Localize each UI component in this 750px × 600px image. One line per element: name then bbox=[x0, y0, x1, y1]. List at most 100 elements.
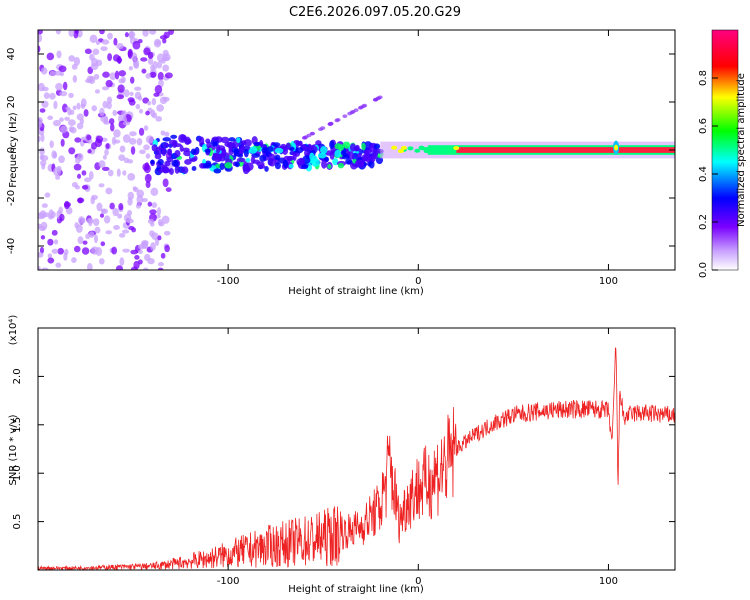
heatmap-cell bbox=[131, 227, 137, 233]
heatmap-cell bbox=[164, 131, 170, 137]
heatmap-cell bbox=[163, 230, 171, 236]
heatmap-cell bbox=[107, 53, 113, 62]
carrier-core bbox=[456, 147, 675, 153]
heatmap-cell bbox=[164, 142, 170, 148]
heatmap-cell bbox=[118, 203, 124, 211]
heatmap-cell bbox=[166, 156, 174, 163]
heatmap-cell bbox=[162, 178, 169, 188]
heatmap-cell bbox=[158, 221, 165, 227]
heatmap-cell bbox=[296, 141, 303, 146]
heatmap-cell bbox=[419, 146, 426, 151]
heatmap-cell bbox=[129, 91, 134, 97]
heatmap-cell bbox=[68, 92, 74, 98]
heatmap-cell bbox=[86, 134, 92, 141]
heatmap-cell bbox=[58, 155, 65, 164]
heatmap-cell bbox=[86, 75, 94, 83]
heatmap-cell bbox=[332, 157, 339, 166]
heatmap-cell bbox=[400, 145, 407, 150]
heatmap-cell bbox=[295, 147, 304, 154]
heatmap-cell bbox=[81, 184, 89, 190]
heatmap-cell bbox=[317, 152, 327, 159]
heatmap-cell bbox=[329, 140, 335, 149]
heatmap-cell bbox=[127, 172, 136, 181]
heatmap-cell bbox=[133, 62, 139, 69]
heatmap-cell bbox=[121, 110, 127, 118]
heatmap-cell bbox=[190, 157, 197, 163]
heatmap-cell bbox=[327, 164, 332, 169]
heatmap-cell bbox=[234, 161, 240, 168]
heatmap-cell bbox=[414, 148, 421, 153]
y-tick-label: 20 bbox=[6, 96, 17, 109]
heatmap-cell bbox=[134, 254, 140, 260]
heatmap-cell bbox=[397, 149, 404, 154]
heatmap-cell bbox=[439, 149, 446, 154]
heatmap-cell bbox=[220, 136, 230, 144]
heatmap-cell bbox=[101, 39, 110, 45]
heatmap-cell bbox=[320, 146, 328, 155]
heatmap-cell bbox=[88, 231, 95, 238]
heatmap-cell bbox=[117, 55, 122, 65]
heatmap-cell bbox=[75, 224, 83, 233]
heatmap-cell bbox=[135, 203, 141, 209]
heatmap-cell bbox=[135, 103, 141, 110]
heatmap-cell bbox=[59, 91, 68, 97]
heatmap-cell bbox=[190, 148, 197, 155]
heatmap-cell bbox=[228, 137, 236, 142]
heatmap-cell bbox=[211, 136, 219, 142]
heatmap-cell bbox=[38, 116, 43, 125]
heatmap-cell bbox=[53, 167, 61, 177]
heatmap-cell bbox=[309, 152, 315, 161]
x-tick-label: 0 bbox=[415, 576, 421, 587]
heatmap-cell bbox=[127, 48, 133, 58]
heatmap-cell bbox=[99, 213, 105, 218]
heatmap-cell bbox=[164, 72, 173, 79]
heatmap-cell bbox=[274, 147, 284, 154]
heatmap-cell bbox=[306, 146, 315, 151]
heatmap-cell bbox=[99, 107, 105, 117]
heatmap-cell bbox=[320, 126, 326, 130]
heatmap-cell bbox=[116, 43, 124, 50]
heatmap-cell bbox=[184, 138, 192, 145]
heatmap-cell bbox=[81, 170, 87, 176]
heatmap-cell bbox=[228, 144, 233, 152]
heatmap-cell bbox=[92, 48, 100, 55]
heatmap-cell bbox=[41, 86, 49, 92]
heatmap-cell bbox=[99, 30, 105, 35]
heatmap-cell bbox=[373, 143, 381, 150]
heatmap-cell bbox=[105, 230, 112, 235]
heatmap-cell bbox=[83, 109, 89, 117]
y-tick-label: 40 bbox=[6, 48, 17, 61]
heatmap-cell bbox=[49, 140, 54, 148]
heatmap-cell bbox=[329, 150, 335, 160]
heatmap-cell bbox=[38, 45, 41, 53]
heatmap-cell bbox=[72, 105, 77, 111]
heatmap-cell bbox=[105, 79, 113, 88]
heatmap-cell bbox=[38, 135, 41, 143]
heatmap-cell bbox=[154, 85, 163, 94]
heatmap-cell bbox=[55, 262, 62, 268]
heatmap-cell bbox=[272, 142, 281, 147]
heatmap-cell bbox=[150, 159, 155, 165]
x-tick-label: 0 bbox=[415, 276, 421, 287]
heatmap-cell bbox=[49, 70, 56, 77]
heatmap-cell bbox=[147, 218, 155, 225]
heatmap-cell bbox=[162, 49, 169, 57]
heatmap-cell bbox=[138, 243, 145, 250]
heatmap-cell bbox=[150, 187, 159, 197]
snr-panel: -100 0 100 0.5 1.0 1.5 2.0 (x10⁴) Height of st… bbox=[8, 315, 676, 595]
heatmap-cell bbox=[191, 165, 197, 172]
heatmap-cell bbox=[81, 247, 90, 255]
heatmap-cell bbox=[243, 148, 249, 158]
heatmap-cell bbox=[39, 147, 45, 156]
y-tick-label: 0 bbox=[6, 147, 17, 153]
heatmap-cell bbox=[173, 143, 182, 148]
heatmap-cell bbox=[288, 163, 294, 169]
heatmap-cell bbox=[174, 149, 181, 158]
heatmap-cell bbox=[40, 221, 48, 230]
heatmap-cell bbox=[50, 211, 56, 219]
heatmap-cell bbox=[115, 265, 123, 270]
heatmap-cell bbox=[126, 218, 134, 224]
heatmap-cell bbox=[164, 244, 170, 253]
heatmap-feature-scattered-noise bbox=[38, 30, 175, 270]
heatmap-cell bbox=[122, 121, 131, 126]
